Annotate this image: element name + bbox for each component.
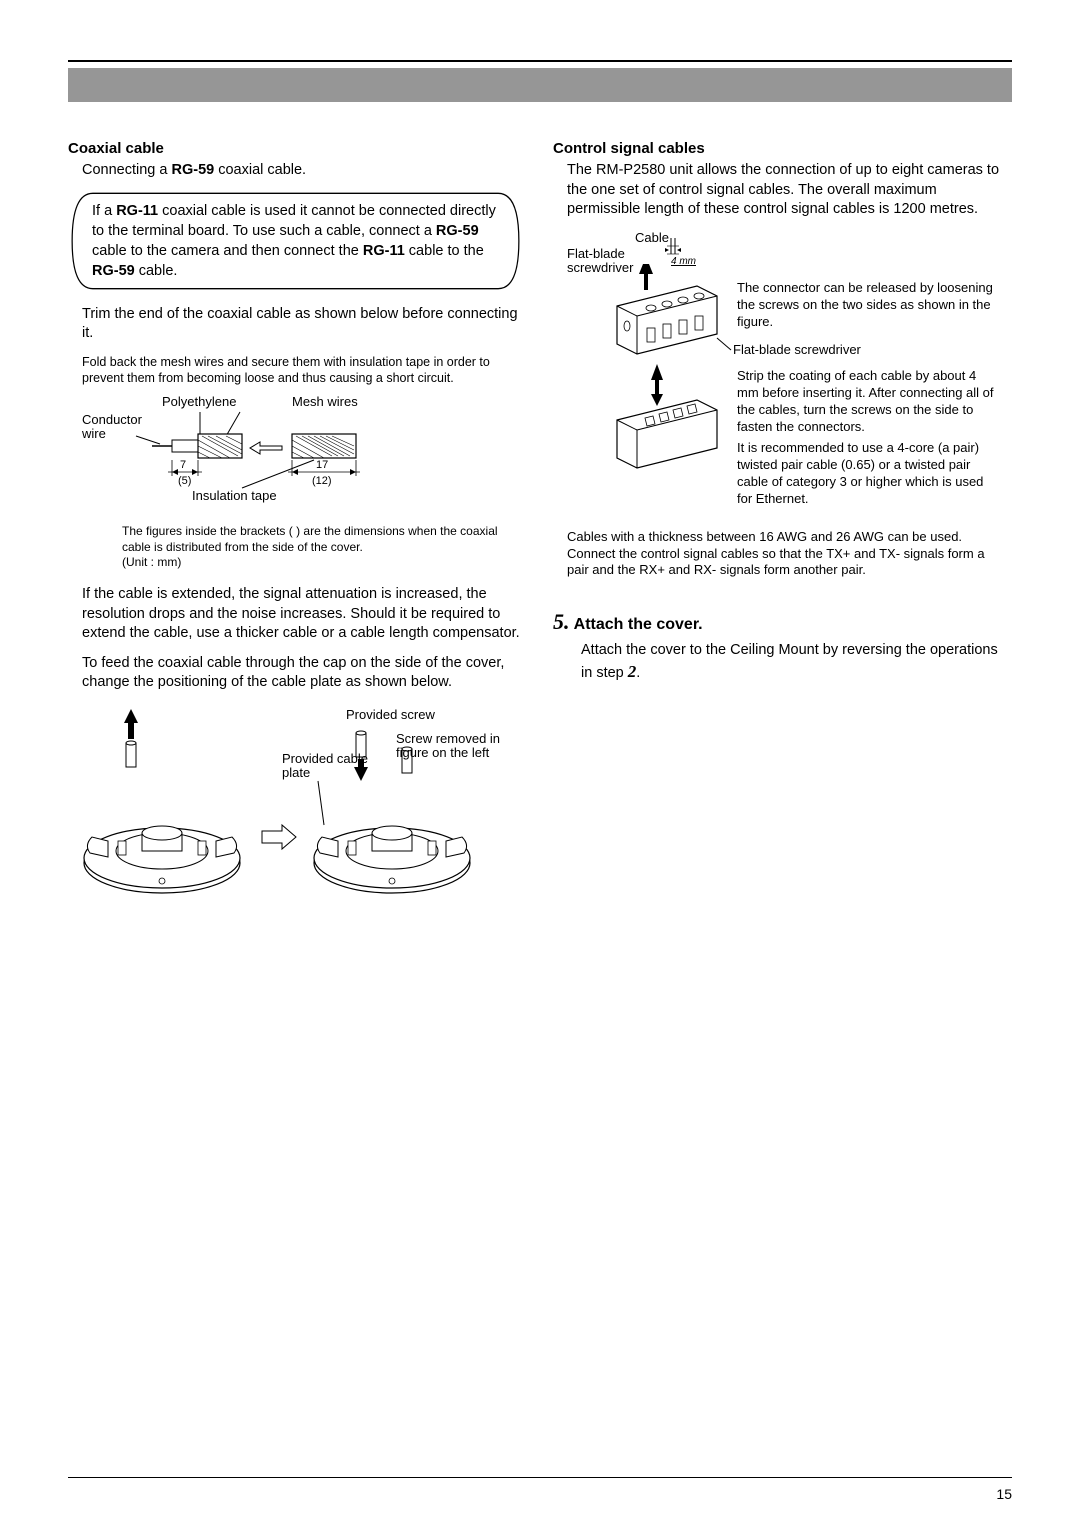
step5-body-a: Attach the cover to the Ceiling Mount by… [581,642,998,681]
recommend-text: It is recommended to use a 4-core (a pai… [737,440,1001,508]
coax-diagram-icon: Polyethylene Mesh wires Conductor wire [82,394,462,524]
cable-label: Cable [635,230,669,245]
terminal-top-icon [617,286,717,354]
right-column: Control signal cables The RM-P2580 unit … [553,140,1008,917]
left-mount-icon [84,826,240,893]
transform-arrow-icon [250,442,282,454]
flat-label-2: screwdriver [567,260,634,275]
plate-label-2: plate [282,765,310,780]
polyethylene-label: Polyethylene [162,394,236,409]
step5-title: Attach the cover. [574,616,703,633]
conductor-label-1: Conductor [82,412,143,427]
step5-heading: 5. Attach the cover. [553,609,1008,635]
down-arrow-icon [651,380,663,406]
dim5-label: (5) [178,475,191,487]
coaxial-intro: Connecting a RG-59 coaxial cable. [68,161,523,181]
fold-text: Fold back the mesh wires and secure them… [68,354,523,387]
provided-screw-label: Provided screw [346,707,435,722]
mount-diagram-icon: Provided screw Screw removed in the figu… [82,703,502,903]
mesh-label: Mesh wires [292,394,358,409]
right-mount-icon [314,826,470,893]
coaxial-title: Coaxial cable [68,140,523,157]
coax-diagram: Polyethylene Mesh wires Conductor wire [68,394,523,571]
screwdriver-top-icon [639,264,653,290]
control-title: Control signal cables [553,140,1008,157]
feed-text: To feed the coaxial cable through the ca… [68,654,523,693]
step5-body: Attach the cover to the Ceiling Mount by… [553,641,1008,684]
between-arrow-icon [262,825,296,849]
awg-text: Cables with a thickness between 16 AWG a… [553,529,1008,580]
step5-num: 5. [553,609,570,634]
screw-up-arrow-icon [124,709,138,767]
fourmm-label: 4 mm [671,256,696,267]
figures-note: The figures inside the brackets ( ) are … [82,524,523,555]
top-rule [68,60,1012,62]
terminal-diagram-icon: Cable Flat-blade screwdriver 4 mm [567,230,1007,510]
header-gray-bar [68,68,1012,102]
flat-label-1: Flat-blade [567,246,625,261]
rg11-callout: If a RG-11 coaxial cable is used it cann… [68,191,523,291]
bottom-rule [68,1477,1012,1478]
step5-body-b: . [636,665,640,681]
dim12-label: (12) [312,475,332,487]
conductor-label-2: wire [82,426,106,441]
dim17-label: 17 [316,459,328,471]
control-intro: The RM-P2580 unit allows the connection … [553,161,1008,220]
step5-body-ref: 2 [628,662,637,681]
flat2-label: Flat-blade screwdriver [733,342,862,357]
dim7-label: 7 [180,459,186,471]
removed-screw-label-2: figure on the left [396,745,490,760]
terminal-bottom-icon [617,400,717,468]
page-number: 15 [996,1486,1012,1502]
release-text: The connector can be released by looseni… [737,280,997,331]
terminal-diagram: Cable Flat-blade screwdriver 4 mm [553,230,1008,515]
trim-text: Trim the end of the coaxial cable as sho… [68,305,523,344]
insulation-label: Insulation tape [192,488,277,503]
left-cable-icon [152,434,242,458]
left-column: Coaxial cable Connecting a RG-59 coaxial… [68,140,523,917]
content-columns: Coaxial cable Connecting a RG-59 coaxial… [68,140,1012,917]
right-cable-icon [292,434,356,458]
removed-screw-label-1: Screw removed in the [396,731,502,746]
extend-text: If the cable is extended, the signal att… [68,585,523,644]
plate-label-1: Provided cable [282,751,368,766]
strip-text: Strip the coating of each cable by about… [737,368,1001,436]
unit-note: (Unit : mm) [82,555,523,571]
mount-diagram: Provided screw Screw removed in the figu… [68,703,523,903]
